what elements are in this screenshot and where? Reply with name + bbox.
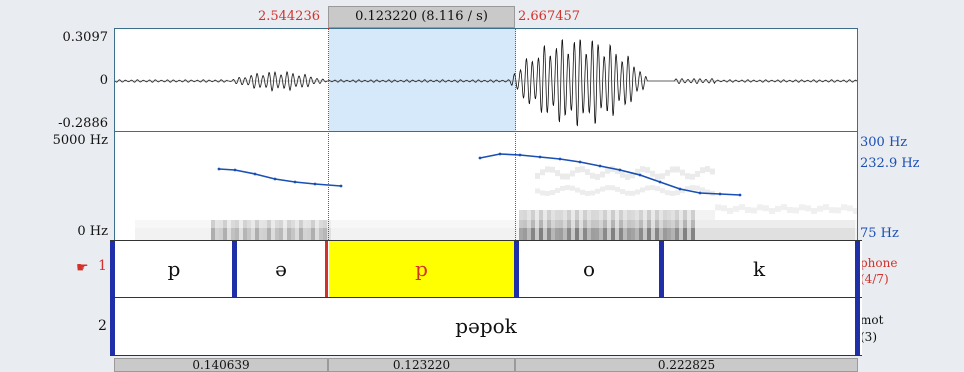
tier1-count: (4/7) <box>860 272 889 286</box>
interval-k[interactable]: k <box>752 257 766 281</box>
duration-before-selection[interactable]: 0.140639 <box>114 358 328 372</box>
tier2-name: mot <box>860 313 884 327</box>
waveform-trace <box>115 38 857 127</box>
spectrogram-panel[interactable] <box>114 132 858 240</box>
boundary[interactable] <box>514 241 519 297</box>
waveform-panel[interactable] <box>114 28 858 132</box>
spectrogram-freq-max-label: 5000 Hz <box>52 133 108 148</box>
waveform-zero-label: 0 <box>99 73 108 88</box>
duration-after-selection[interactable]: 0.222825 <box>515 358 858 372</box>
boundary-selected-start[interactable] <box>325 241 328 297</box>
interval-p-2-selected[interactable]: p <box>329 241 514 297</box>
boundary[interactable] <box>232 241 237 297</box>
boundary[interactable] <box>110 241 115 297</box>
selection-end-time: 2.667457 <box>518 9 581 24</box>
boundary[interactable] <box>659 241 664 297</box>
selection-duration-button[interactable]: 0.123220 (8.116 / s) <box>328 6 515 28</box>
tier2-number: 2 <box>98 318 107 334</box>
pitch-max-label: 300 Hz <box>860 135 908 150</box>
selection-end-cursor <box>515 28 516 240</box>
interval-p-1[interactable]: p <box>167 257 181 281</box>
tier2-count: (3) <box>860 330 877 344</box>
tier-mot[interactable]: pəpok <box>110 298 862 356</box>
interval-schwa[interactable]: ə <box>275 257 287 281</box>
selection-start-cursor <box>328 28 329 240</box>
pitch-min-label: 75 Hz <box>860 226 899 241</box>
boundary[interactable] <box>110 298 115 355</box>
interval-o[interactable]: o <box>582 257 596 281</box>
boundary[interactable] <box>855 241 860 297</box>
hand-pointer-icon: ☛ <box>76 260 89 276</box>
duration-selection[interactable]: 0.123220 <box>328 358 515 372</box>
tier1-name: phone <box>860 256 898 270</box>
spectrogram-freq-min-label: 0 Hz <box>77 224 108 239</box>
boundary[interactable] <box>855 298 860 355</box>
waveform-max-label: 0.3097 <box>62 30 109 45</box>
interval-word[interactable]: pəpok <box>455 314 517 338</box>
tier1-number: 1 <box>98 258 107 274</box>
tier-phone[interactable]: p ə p o k <box>110 240 862 298</box>
spectrogram-image <box>135 152 857 240</box>
pitch-value-label: 232.9 Hz <box>860 156 920 171</box>
bottom-duration-bar: 0.140639 0.123220 0.222825 <box>114 358 858 372</box>
selection-start-time: 2.544236 <box>257 9 320 24</box>
top-time-bar: 2.544236 0.123220 (8.116 / s) 2.667457 <box>114 6 858 28</box>
waveform-min-label: -0.2886 <box>58 116 108 131</box>
